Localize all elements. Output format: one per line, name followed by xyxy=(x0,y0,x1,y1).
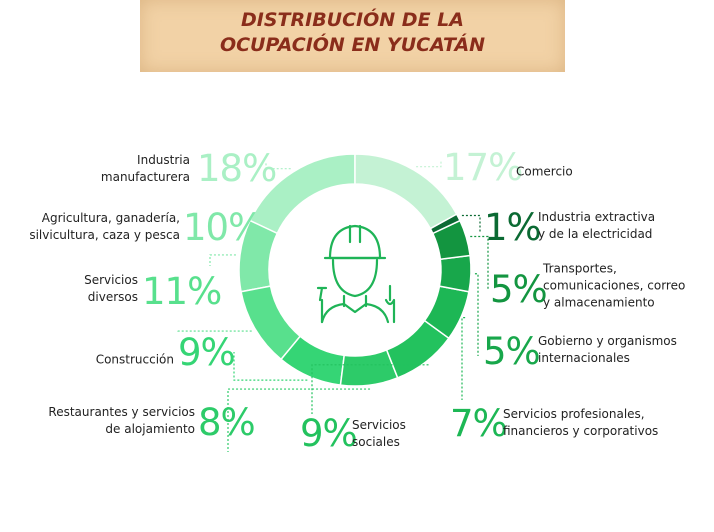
category-label: Transportes, comunicaciones, correo y al… xyxy=(543,261,686,310)
category-label: Construcción xyxy=(95,352,174,367)
category-label: Agricultura, ganadería, silvicultura, ca… xyxy=(29,211,180,242)
category-label: Servicios sociales xyxy=(352,418,406,449)
category-label: Servicios profesionales, financieros y c… xyxy=(503,407,659,438)
leader-line xyxy=(461,317,466,400)
percent-label: 8% xyxy=(198,401,256,444)
donut-segment xyxy=(423,285,470,340)
donut-segment xyxy=(280,335,346,386)
leader-line xyxy=(470,235,489,290)
title-box: DISTRIBUCIÓN DE LA OCUPACIÓN EN YUCATÁN xyxy=(140,0,565,72)
leader-line xyxy=(416,160,442,168)
category-label: Comercio xyxy=(516,164,573,179)
percent-label: 10% xyxy=(183,206,263,249)
percent-label: 9% xyxy=(178,331,236,374)
leader-line xyxy=(311,364,429,414)
donut-segment xyxy=(438,254,472,293)
percent-label: 9% xyxy=(300,412,358,455)
percent-label: 5% xyxy=(490,268,548,311)
leader-line xyxy=(265,162,291,170)
donut-segment xyxy=(385,319,450,379)
percent-label: 17% xyxy=(443,146,523,189)
percent-label: 11% xyxy=(142,270,222,313)
leader-line xyxy=(209,254,236,266)
leader-line xyxy=(233,352,308,381)
category-label: Restaurantes y servicios de alojamiento xyxy=(48,405,195,436)
category-label: Industria manufacturera xyxy=(100,153,190,184)
leader-line xyxy=(474,273,479,356)
leader-line xyxy=(461,214,481,232)
donut-segment xyxy=(354,153,458,230)
percent-label: 1% xyxy=(484,206,542,249)
percent-label: 7% xyxy=(450,402,508,445)
percent-label: 5% xyxy=(483,330,541,373)
percent-label: 18% xyxy=(197,147,277,190)
donut-segment xyxy=(240,285,302,361)
title: DISTRIBUCIÓN DE LA OCUPACIÓN EN YUCATÁN xyxy=(219,9,486,56)
leader-line xyxy=(177,330,252,332)
donut-segment xyxy=(339,348,399,387)
category-label: Servicios diversos xyxy=(84,273,138,304)
leader-line xyxy=(227,388,371,452)
category-label: Industria extractiva y de la electricida… xyxy=(538,210,656,241)
category-label: Gobierno y organismos internacionales xyxy=(538,334,677,365)
donut-segment xyxy=(431,219,471,261)
donut-segment xyxy=(238,219,279,293)
worker-icon xyxy=(316,224,396,324)
